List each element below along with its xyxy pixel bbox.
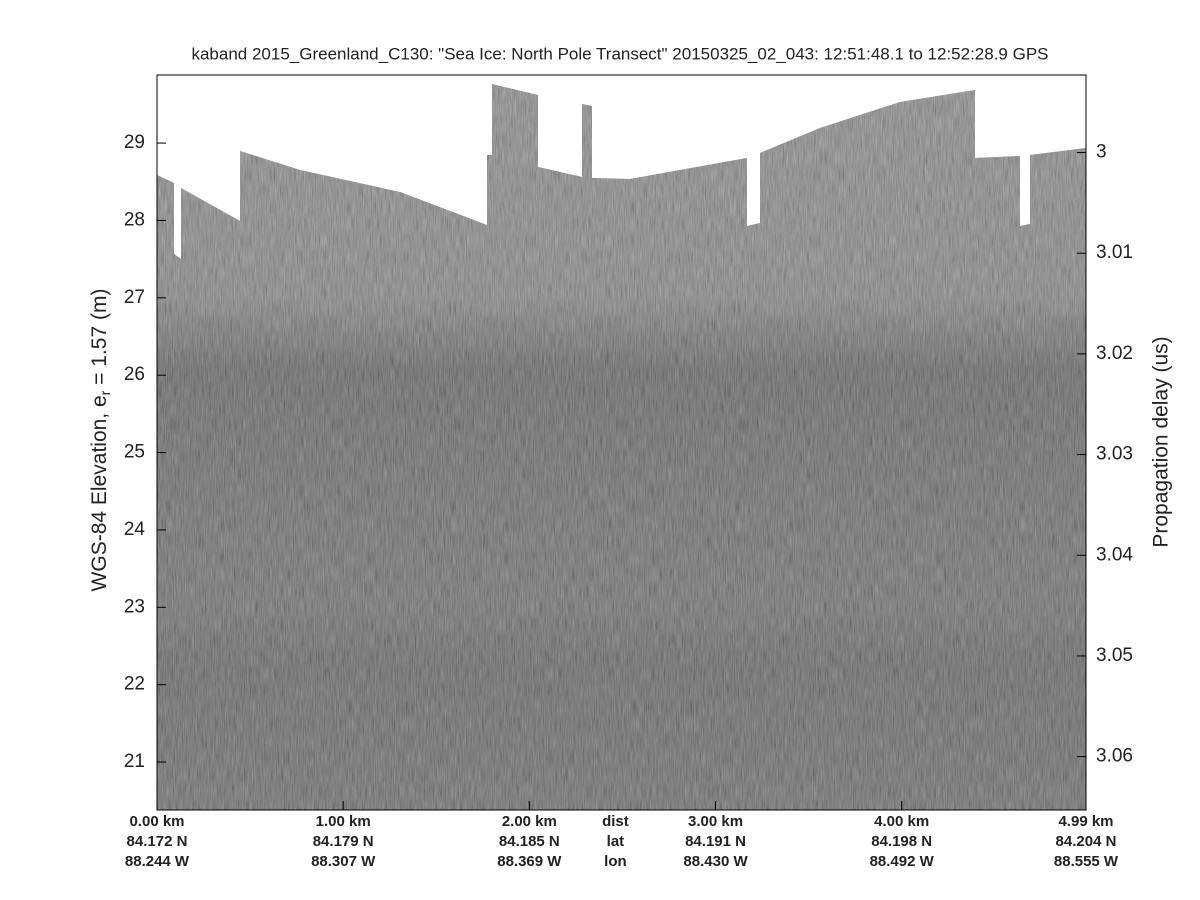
y-tick-label: 23	[124, 596, 145, 617]
y2-tick-label: 3.03	[1096, 444, 1133, 465]
y-label-sub: r	[97, 390, 113, 395]
y2-tick-label: 3.05	[1096, 645, 1133, 666]
lon-label: 88.369 W	[497, 853, 562, 870]
y-label-part: WGS-84 Elevation, e	[88, 395, 111, 591]
y-tick-label: 21	[124, 751, 145, 772]
lon-label: 88.244 W	[125, 853, 190, 870]
y2-tick-label: 3.06	[1096, 746, 1133, 767]
echogram-noise	[157, 84, 1086, 810]
y-tick-label: 27	[124, 287, 145, 308]
lat-label: 84.191 N	[685, 833, 746, 850]
lat-label: 84.179 N	[313, 833, 374, 850]
y-label-part: = 1.57 (m)	[88, 289, 111, 391]
y-tick-label: 29	[124, 132, 145, 153]
x-tick-label: 0.00 km	[129, 813, 184, 830]
echogram	[157, 84, 1086, 810]
plot-frame	[156, 74, 1087, 811]
y-tick-label: 25	[124, 442, 145, 463]
lat-label: 84.204 N	[1056, 833, 1117, 850]
lon-label: 88.430 W	[683, 853, 748, 870]
y-tick-label: 26	[124, 364, 145, 385]
lat-label: 84.198 N	[871, 833, 932, 850]
y2-tick-label: 3	[1096, 142, 1107, 163]
lon-label: 88.555 W	[1054, 853, 1119, 870]
x-tick-label: 4.00 km	[874, 813, 929, 830]
x-tick-label: 3.00 km	[688, 813, 743, 830]
y2-tick-label: 3.02	[1096, 343, 1133, 364]
x-tick-label: 1.00 km	[316, 813, 371, 830]
x-tick-label: 4.99 km	[1058, 813, 1113, 830]
chart-title: kaband 2015_Greenland_C130: "Sea Ice: No…	[191, 44, 1048, 63]
y-axis-label: WGS-84 Elevation, er = 1.57 (m)	[88, 289, 113, 592]
y2-tick-label: 3.04	[1096, 544, 1133, 565]
lon-label: 88.307 W	[311, 853, 376, 870]
lon-label: 88.492 W	[870, 853, 935, 870]
y2-axis-label: Propagation delay (us)	[1150, 336, 1173, 547]
lat-label: 84.185 N	[499, 833, 560, 850]
y-tick-label: 24	[124, 519, 146, 540]
y-tick-label: 22	[124, 674, 145, 695]
row-name: dist	[602, 813, 629, 830]
x-tick-label: 2.00 km	[502, 813, 557, 830]
lat-label: 84.172 N	[127, 833, 188, 850]
row-name: lon	[604, 853, 627, 870]
row-name: lat	[607, 833, 625, 850]
y2-tick-label: 3.01	[1096, 242, 1133, 263]
y-tick-label: 28	[124, 209, 145, 230]
